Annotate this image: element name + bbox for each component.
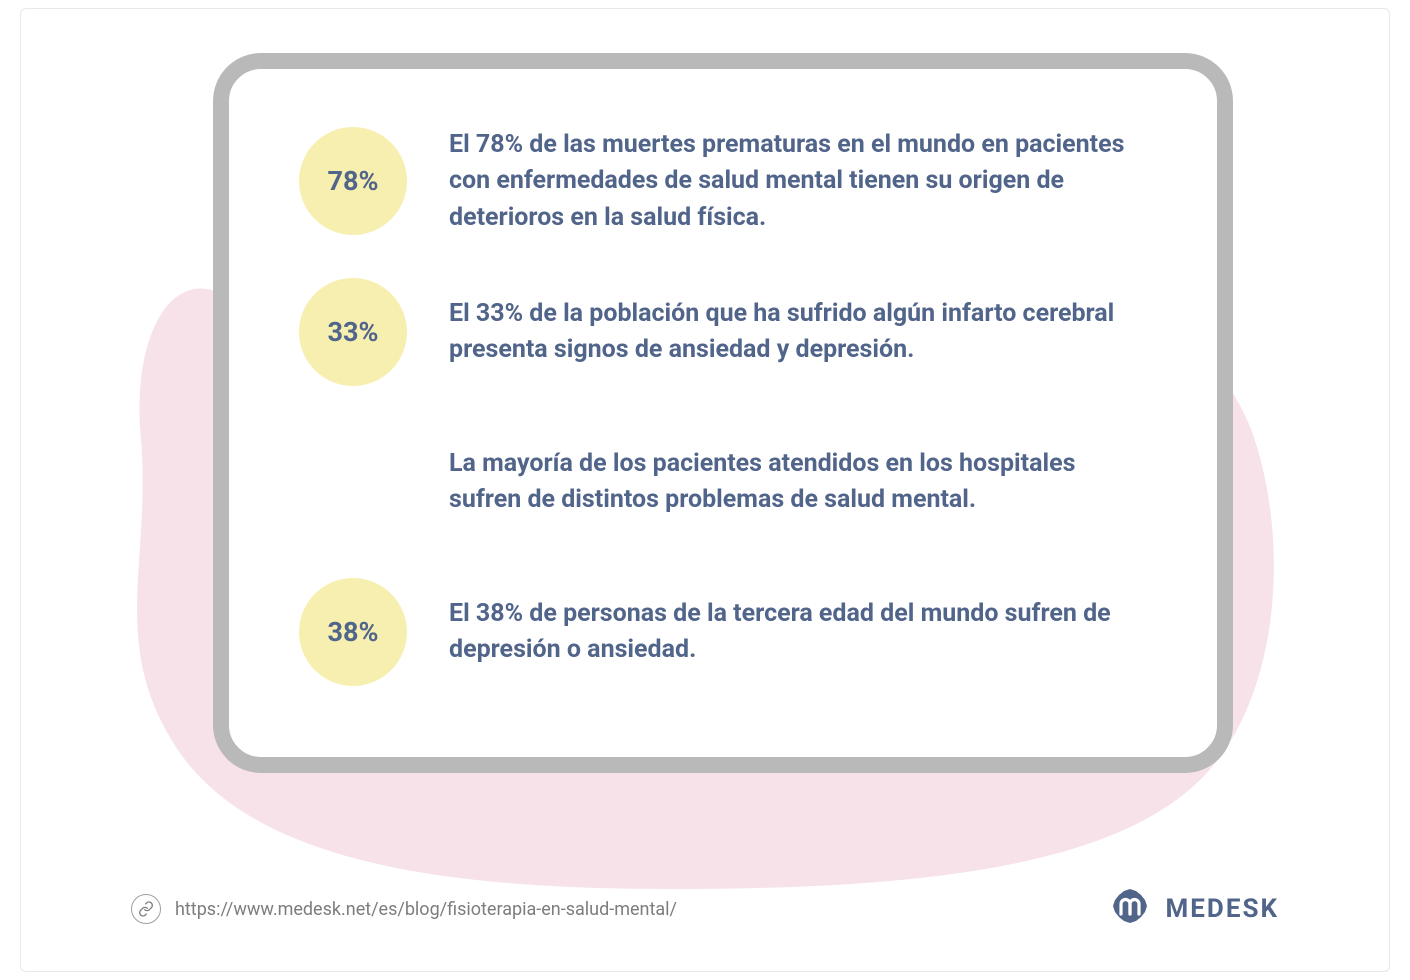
stats-panel: 78% El 78% de las muertes prematuras en … [213, 53, 1233, 773]
stats-list: 78% El 78% de las muertes prematuras en … [299, 127, 1147, 686]
badge-slot: 33% [299, 278, 407, 386]
footer: https://www.medesk.net/es/blog/fisiotera… [131, 889, 1279, 929]
brand-logo-icon [1108, 887, 1152, 931]
stat-description: El 38% de personas de la tercera edad de… [449, 596, 1147, 669]
infographic-canvas: 78% El 78% de las muertes prematuras en … [20, 8, 1390, 972]
percent-value: 33% [328, 316, 379, 348]
stat-row: La mayoría de los pacientes atendidos en… [299, 428, 1147, 536]
stat-description: El 78% de las muertes prematuras en el m… [449, 127, 1147, 236]
stat-description: El 33% de la población que ha sufrido al… [449, 296, 1147, 369]
percent-value: 38% [328, 616, 379, 648]
stat-row: 38% El 38% de personas de la tercera eda… [299, 578, 1147, 686]
brand-name: MEDESK [1166, 894, 1279, 924]
stat-row: 33% El 33% de la población que ha sufrid… [299, 278, 1147, 386]
badge-slot: 38% [299, 578, 407, 686]
percent-badge: 33% [299, 278, 407, 386]
link-icon [131, 894, 161, 924]
percent-badge: 38% [299, 578, 407, 686]
percent-value: 78% [328, 165, 379, 197]
source-url: https://www.medesk.net/es/blog/fisiotera… [175, 899, 677, 920]
source-block: https://www.medesk.net/es/blog/fisiotera… [131, 894, 677, 924]
badge-slot: 78% [299, 127, 407, 235]
percent-badge: 78% [299, 127, 407, 235]
stat-description: La mayoría de los pacientes atendidos en… [449, 446, 1147, 519]
brand-block: MEDESK [1108, 887, 1279, 931]
stat-row: 78% El 78% de las muertes prematuras en … [299, 127, 1147, 236]
badge-slot-empty [299, 428, 407, 536]
